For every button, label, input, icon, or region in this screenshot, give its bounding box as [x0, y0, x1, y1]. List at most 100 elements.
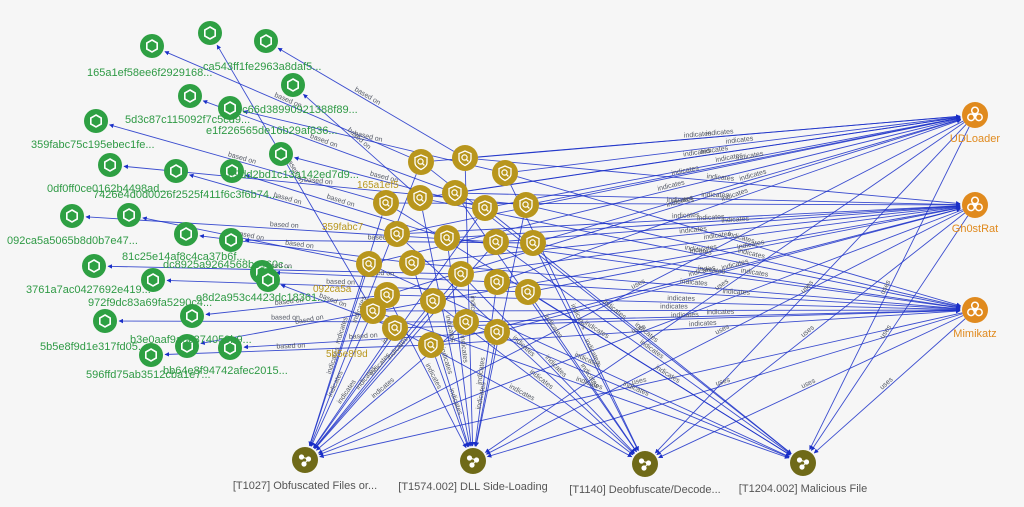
edge-i22-a3[interactable]	[406, 333, 633, 458]
observable-node-circle[interactable]	[180, 304, 204, 328]
observable-node[interactable]	[198, 21, 222, 45]
indicator-node-circle[interactable]	[418, 332, 444, 358]
edge-i3-a3[interactable]	[510, 184, 639, 451]
observable-node-circle[interactable]	[141, 268, 165, 292]
edge-i21-o13[interactable]	[243, 332, 485, 350]
edge-m2-a2[interactable]	[485, 210, 964, 455]
indicator-node[interactable]	[513, 192, 539, 218]
edge-i24-m3[interactable]	[385, 307, 961, 313]
attack-pattern-node-circle[interactable]	[292, 447, 318, 473]
attack-pattern-node-circle[interactable]	[460, 448, 486, 474]
edge-i22-a1[interactable]	[313, 338, 389, 448]
indicator-node-circle[interactable]	[452, 145, 478, 171]
indicator-node-circle[interactable]	[515, 279, 541, 305]
edge-m3-a1[interactable]	[319, 312, 963, 459]
edge-i12-o21[interactable]	[244, 237, 521, 244]
edge-i12-a3[interactable]	[538, 254, 639, 452]
observable-node-circle[interactable]	[164, 159, 188, 183]
edge-i20-a4[interactable]	[477, 326, 790, 458]
edge-m3-a3[interactable]	[658, 315, 964, 459]
edge-i5-a2[interactable]	[422, 210, 472, 447]
observable-node-circle[interactable]	[218, 96, 242, 120]
edge-m1-a2[interactable]	[484, 122, 965, 453]
edge-i14-m2[interactable]	[424, 204, 961, 263]
edge-i17-a3[interactable]	[534, 302, 637, 452]
observable-node-circle[interactable]	[220, 159, 244, 183]
indicator-node-circle[interactable]	[399, 250, 425, 276]
attack-pattern-node-circle[interactable]	[790, 450, 816, 476]
indicator-node[interactable]	[360, 298, 386, 324]
edge-i3-m3[interactable]	[517, 176, 962, 307]
edge-i3-o16[interactable]	[243, 109, 493, 171]
indicator-node[interactable]	[484, 319, 510, 345]
edge-i6-o3[interactable]	[202, 100, 443, 189]
observable-node[interactable]	[164, 159, 188, 183]
edge-i15-o9[interactable]	[107, 264, 449, 275]
observable-node[interactable]	[117, 203, 141, 227]
indicator-node-circle[interactable]	[356, 251, 382, 277]
edge-i7-a4[interactable]	[494, 215, 792, 454]
edge-i16-m1[interactable]	[509, 119, 962, 279]
edge-i8-m3[interactable]	[538, 207, 961, 308]
observable-node[interactable]	[281, 73, 305, 97]
indicator-node-circle[interactable]	[472, 195, 498, 221]
edge-i12-m3[interactable]	[545, 244, 961, 310]
edge-i5-o17[interactable]	[303, 93, 411, 190]
observable-node-circle[interactable]	[198, 21, 222, 45]
indicator-node-circle[interactable]	[434, 225, 460, 251]
edge-m1-a4[interactable]	[809, 126, 970, 450]
observable-node[interactable]	[84, 109, 108, 133]
edge-i24-o15[interactable]	[216, 44, 367, 301]
edge-m1-a1[interactable]	[317, 120, 964, 454]
attack-pattern-node-circle[interactable]	[632, 451, 658, 477]
observable-node-circle[interactable]	[178, 84, 202, 108]
edge-i23-m2[interactable]	[443, 207, 961, 343]
edge-i15-m2[interactable]	[473, 205, 961, 273]
observable-node[interactable]	[175, 334, 199, 358]
edge-m2-a1[interactable]	[318, 209, 964, 456]
observable-node[interactable]	[218, 336, 242, 360]
observable-node[interactable]	[174, 222, 198, 246]
indicator-node-circle[interactable]	[442, 180, 468, 206]
edge-i6-m2[interactable]	[467, 192, 961, 207]
edge-i15-a3[interactable]	[469, 283, 635, 454]
edge-m2-a4[interactable]	[810, 215, 969, 451]
indicator-node[interactable]	[483, 229, 509, 255]
indicator-node[interactable]	[520, 230, 546, 256]
observable-node[interactable]	[98, 153, 122, 177]
edge-i21-a2[interactable]	[474, 344, 496, 447]
observable-node-circle[interactable]	[98, 153, 122, 177]
edge-i14-m3[interactable]	[424, 263, 961, 311]
indicator-node[interactable]	[492, 160, 518, 186]
observable-node[interactable]	[140, 34, 164, 58]
edge-i23-a2[interactable]	[435, 357, 469, 448]
indicator-node-circle[interactable]	[373, 190, 399, 216]
indicator-node-circle[interactable]	[408, 149, 434, 175]
observable-node[interactable]	[139, 343, 163, 367]
observable-node-circle[interactable]	[219, 228, 243, 252]
edge-i2-o2[interactable]	[277, 47, 455, 152]
edge-i16-o22[interactable]	[275, 270, 485, 282]
observable-node-circle[interactable]	[174, 222, 198, 246]
indicator-node[interactable]	[434, 225, 460, 251]
indicator-node[interactable]	[484, 269, 510, 295]
malware-node[interactable]	[962, 297, 988, 323]
indicator-node[interactable]	[384, 221, 410, 247]
indicator-node-circle[interactable]	[407, 185, 433, 211]
observable-node-circle[interactable]	[117, 203, 141, 227]
observable-node-circle[interactable]	[269, 142, 293, 166]
attack-pattern-node[interactable]	[460, 448, 486, 474]
indicator-node-circle[interactable]	[448, 261, 474, 287]
observable-node[interactable]	[269, 142, 293, 166]
edge-i7-m1[interactable]	[497, 116, 961, 207]
edge-i2-m2[interactable]	[477, 158, 961, 206]
edge-i4-o4[interactable]	[109, 123, 374, 200]
indicator-node-circle[interactable]	[484, 319, 510, 345]
edge-i18-m1[interactable]	[399, 118, 962, 292]
edge-i18-m3[interactable]	[399, 294, 961, 312]
edge-i10-m2[interactable]	[459, 203, 961, 238]
attack-pattern-node[interactable]	[632, 451, 658, 477]
edge-i21-m2[interactable]	[509, 207, 961, 330]
edge-i2-a2[interactable]	[464, 170, 475, 447]
